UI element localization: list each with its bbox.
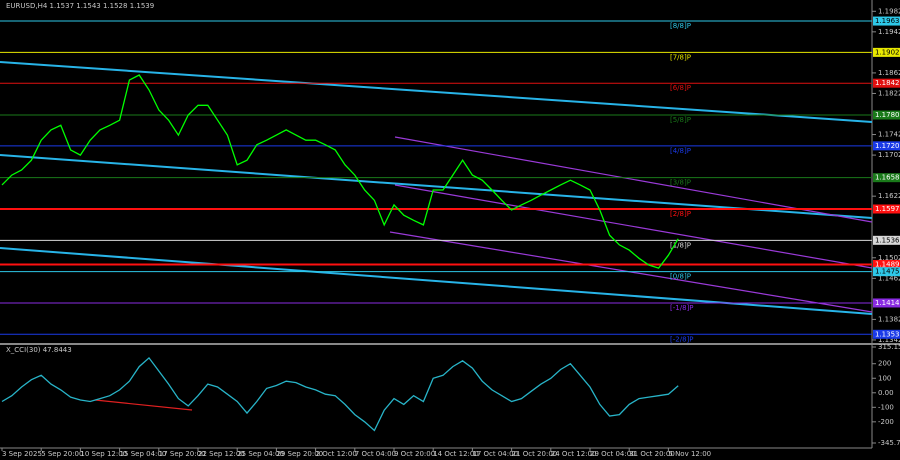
- y-tick-label: -100: [878, 403, 894, 411]
- x-tick-label: 5 Sep 20:00: [41, 450, 83, 458]
- level-name: [-1/8]P: [670, 304, 693, 312]
- level-price-label: 1.1353: [875, 330, 900, 338]
- level-price-label: 1.1963: [875, 17, 900, 25]
- level-name: [5/8]P: [670, 116, 691, 124]
- level-price-label: 1.1658: [875, 174, 900, 182]
- level-name: [1/8]P: [670, 241, 691, 249]
- x-tick-label: 15 Sep 04:00: [120, 450, 167, 458]
- x-tick-label: 22 Sep 12:00: [198, 450, 245, 458]
- y-tick-label: 200: [878, 360, 891, 368]
- regression-channel: [394, 184, 873, 269]
- x-tick-label: 9 Oct 20:00: [394, 450, 435, 458]
- y-tick-label: 1.1822: [878, 89, 900, 97]
- y-tick-label: 1.1742: [878, 131, 900, 139]
- x-tick-label: 14 Oct 12:00: [433, 450, 479, 458]
- y-tick-label: 1.1702: [878, 151, 900, 159]
- level-price-box: [873, 329, 900, 339]
- x-tick-label: 17 Sep 20:00: [159, 450, 206, 458]
- level-price-label: 1.1780: [875, 111, 900, 119]
- level-price-label: 1.1489: [875, 260, 900, 268]
- y-tick-label: 1.1502: [878, 254, 900, 262]
- y-tick-label: -200: [878, 418, 894, 426]
- y-tick-label: 315.1542: [878, 343, 900, 351]
- indicator-title: X_CCI(30) 47.8443: [6, 346, 72, 354]
- level-name: [4/8]P: [670, 147, 691, 155]
- x-tick-label: 31 Oct 20:00: [629, 450, 675, 458]
- level-price-label: 1.1536: [875, 236, 900, 244]
- level-name: [3/8]P: [670, 179, 691, 187]
- y-tick-label: 1.1382: [878, 315, 900, 323]
- x-tick-label: 5 Nov 12:00: [668, 450, 711, 458]
- level-name: [8/8]P: [670, 22, 691, 30]
- level-name: [-2/8]P: [670, 335, 693, 343]
- x-tick-label: 2 Oct 12:00: [316, 450, 357, 458]
- y-tick-label: 1.1342: [878, 336, 900, 344]
- level-price-box: [873, 173, 900, 183]
- x-tick-label: 29 Oct 04:00: [590, 450, 636, 458]
- y-tick-label: 0.00: [878, 389, 894, 397]
- x-tick-label: 24 Oct 12:00: [551, 450, 597, 458]
- y-tick-label: 1.1982: [878, 7, 900, 15]
- level-price-label: 1.1597: [875, 205, 900, 213]
- level-price-box: [873, 298, 900, 308]
- x-tick-label: 10 Sep 12:00: [80, 450, 127, 458]
- level-price-label: 1.1720: [875, 142, 900, 150]
- y-tick-label: 1.1622: [878, 192, 900, 200]
- level-price-box: [873, 16, 900, 26]
- level-name: [2/8]P: [670, 210, 691, 218]
- level-price-box: [873, 110, 900, 120]
- level-price-label: 1.1902: [875, 48, 900, 56]
- level-price-box: [873, 235, 900, 245]
- level-price-box: [873, 78, 900, 88]
- x-tick-label: 17 Oct 04:00: [472, 450, 518, 458]
- trend-line: [0, 154, 873, 219]
- level-price-label: 1.1475: [875, 268, 900, 276]
- x-tick-label: 25 Sep 04:00: [237, 450, 284, 458]
- x-tick-label: 7 Oct 04:00: [355, 450, 396, 458]
- y-tick-label: -345.7254: [878, 439, 900, 447]
- level-price-label: 1.1842: [875, 79, 900, 87]
- y-tick-label: 100: [878, 374, 891, 382]
- trend-line: [0, 61, 873, 123]
- divergence-line: [94, 399, 193, 411]
- regression-channel: [394, 136, 873, 223]
- x-tick-label: 3 Sep 2025: [2, 450, 42, 458]
- level-name: [0/8]P: [670, 273, 691, 281]
- price-line: [1, 356, 679, 432]
- level-price-box: [873, 47, 900, 57]
- level-price-box: [873, 259, 900, 269]
- level-price-box: [873, 141, 900, 151]
- y-tick-label: 1.1942: [878, 28, 900, 36]
- price-line: [1, 74, 679, 269]
- level-name: [6/8]P: [670, 84, 691, 92]
- level-name: [7/8]P: [670, 53, 691, 61]
- level-price-label: 1.1414: [875, 299, 900, 307]
- y-tick-label: 1.1462: [878, 274, 900, 282]
- x-tick-label: 29 Sep 20:00: [276, 450, 323, 458]
- x-tick-label: 21 Oct 20:00: [512, 450, 558, 458]
- y-tick-label: 1.1862: [878, 69, 900, 77]
- level-price-box: [873, 267, 900, 277]
- chart-title: EURUSD,H4 1.1537 1.1543 1.1528 1.1539: [6, 2, 154, 10]
- level-price-box: [873, 204, 900, 214]
